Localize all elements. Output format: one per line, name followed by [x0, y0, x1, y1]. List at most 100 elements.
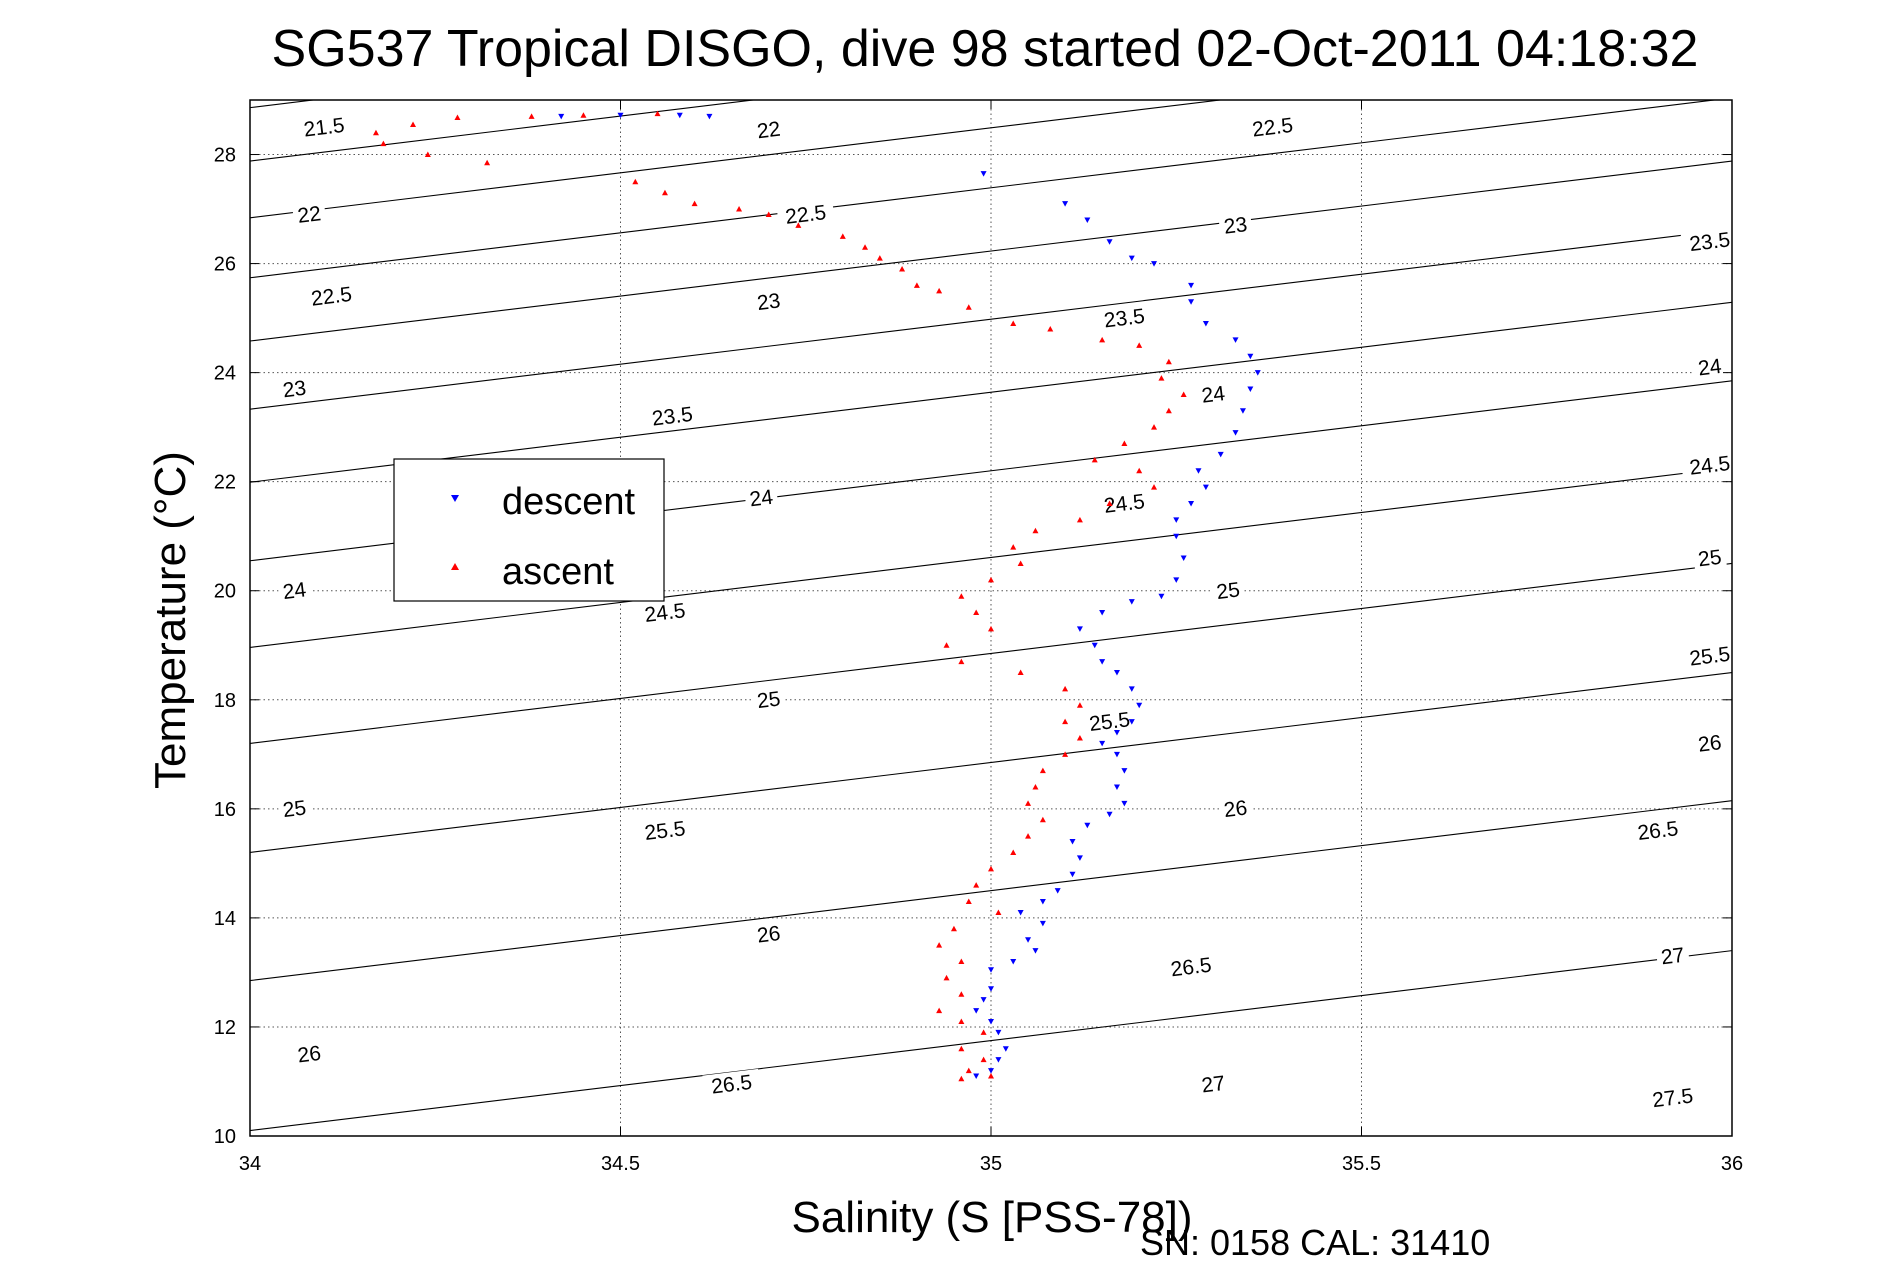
ascent-point — [1076, 702, 1083, 708]
descent-point — [1113, 670, 1120, 676]
contour-label: 27.5 — [1651, 1084, 1694, 1112]
y-tick-label: 14 — [214, 908, 236, 930]
descent-point — [676, 112, 683, 119]
ascent-point — [958, 593, 965, 599]
density-contour-line — [250, 671, 1732, 854]
ascent-point — [1165, 407, 1172, 414]
contour-label: 25.5 — [1688, 643, 1731, 671]
descent-point — [1069, 871, 1076, 878]
contour-label-bg — [1095, 302, 1154, 334]
ascent-point — [1010, 544, 1017, 550]
contour-label-bg — [743, 484, 779, 512]
descent-point — [1173, 533, 1180, 540]
descent-point — [1247, 386, 1254, 392]
contour-label: 25.5 — [643, 817, 686, 845]
ascent-point — [632, 178, 639, 185]
descent-point — [1195, 468, 1202, 474]
ascent-point — [1136, 467, 1143, 474]
descent-point — [1113, 751, 1120, 758]
descent-point — [1099, 659, 1106, 665]
ascent-point — [1032, 527, 1039, 534]
grid — [250, 100, 1732, 1136]
descent-point — [973, 1073, 980, 1080]
contour-label: 27 — [1660, 944, 1686, 970]
descent-point — [1106, 239, 1113, 245]
descent-point — [1128, 686, 1135, 692]
legend-descent-marker — [451, 495, 459, 502]
ascent-point — [988, 865, 994, 872]
contour-label: 26 — [756, 922, 782, 948]
ascent-point — [1025, 833, 1032, 839]
ascent-point — [380, 140, 387, 147]
contour-label-bg — [1218, 795, 1253, 823]
contour-label-bg — [1195, 1070, 1231, 1099]
contour-label: 23.5 — [1103, 305, 1146, 333]
descent-point — [980, 997, 987, 1003]
ascent-point — [958, 658, 965, 665]
descent-point — [1128, 719, 1135, 725]
y-tick-label: 16 — [214, 799, 236, 821]
ascent-point — [988, 625, 994, 632]
ascent-point — [410, 121, 417, 128]
ascent-point — [1151, 484, 1158, 490]
contour-label-bg — [302, 281, 361, 312]
contour-label-bg — [291, 1040, 327, 1069]
descent-point — [1091, 642, 1098, 649]
ascent-point — [1091, 456, 1098, 463]
contour-label: 25.5 — [1088, 708, 1131, 736]
ascent-point — [1151, 424, 1158, 430]
ascent-point — [980, 1056, 987, 1063]
contour-label-bg — [751, 920, 787, 949]
descent-point — [1113, 784, 1120, 791]
contour-label: 23.5 — [651, 403, 694, 431]
ascent-point — [1017, 560, 1024, 566]
contour-label-bg — [751, 116, 787, 144]
descent-point — [1173, 517, 1180, 523]
data-points — [372, 110, 1261, 1082]
ascent-point — [1165, 358, 1172, 365]
density-contour-line — [250, 950, 1732, 1132]
contour-label: 22.5 — [1251, 114, 1294, 142]
y-axis-ticks: 10 12 14 16 18 20 22 24 26 28 — [214, 145, 1732, 1148]
contour-label-bg — [1643, 1082, 1702, 1114]
y-tick-label: 24 — [214, 363, 236, 385]
descent-point — [995, 1057, 1002, 1063]
contour-label-bg — [1680, 226, 1732, 258]
x-tick-label: 36 — [1721, 1153, 1743, 1175]
descent-point — [1188, 282, 1195, 289]
ascent-point — [765, 211, 772, 218]
contour-label: 24.5 — [643, 599, 686, 627]
ascent-point — [424, 151, 431, 158]
ascent-point — [454, 114, 461, 120]
ascent-point — [1062, 685, 1069, 692]
ascent-point — [899, 266, 906, 272]
contour-label: 24 — [748, 486, 774, 512]
contour-label: 25 — [756, 687, 782, 713]
contour-label-bg — [643, 400, 702, 432]
ascent-point — [1010, 849, 1017, 855]
ascent-point — [1025, 800, 1032, 806]
ascent-point — [936, 942, 943, 948]
descent-point — [1151, 261, 1158, 267]
ascent-point — [736, 206, 743, 212]
descent-point — [1113, 730, 1120, 736]
descent-point — [1039, 899, 1046, 905]
descent-point — [1084, 822, 1091, 829]
descent-point — [1173, 577, 1180, 583]
contour-label: 24 — [1200, 382, 1226, 408]
descent-point — [1202, 321, 1209, 327]
ascent-point — [913, 282, 920, 288]
descent-point — [1158, 593, 1165, 600]
ascent-point — [1062, 751, 1069, 757]
ascent-point — [1099, 336, 1106, 343]
descent-point — [1254, 370, 1261, 376]
ascent-point — [691, 200, 698, 207]
ascent-point — [1062, 718, 1069, 725]
contour-label-bg — [702, 1068, 761, 1100]
descent-point — [1099, 610, 1106, 616]
contour-label: 26.5 — [1636, 817, 1679, 845]
ascent-point — [1032, 784, 1039, 790]
contour-label-bg — [1161, 951, 1221, 983]
contour-label-bg — [776, 199, 835, 230]
descent-point — [1232, 430, 1239, 436]
